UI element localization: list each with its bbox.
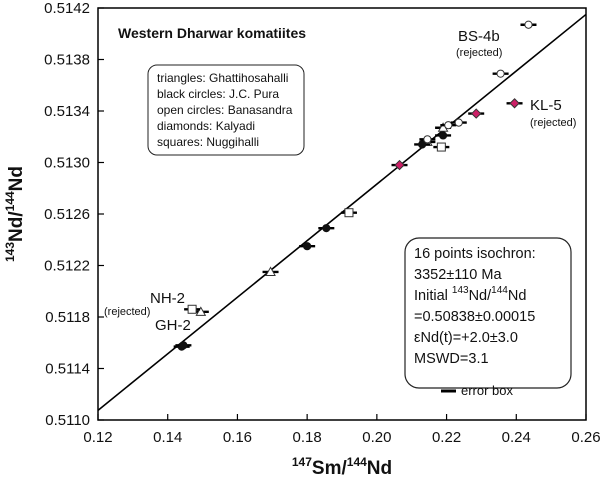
isochron-initial-label: Initial 143Nd/144Nd [414, 285, 526, 304]
annotation-note: (rejected) [456, 47, 502, 59]
annotation-label: NH-2 [150, 290, 185, 307]
y-tick-label: 0.5122 [44, 258, 90, 275]
point-square [436, 142, 446, 152]
y-axis-label: 143Nd/144Nd [3, 166, 27, 262]
legend-entry-open-circles: open circles: Banasandra [157, 103, 293, 117]
x-tick-label: 0.16 [223, 429, 252, 446]
x-tick-label: 0.20 [362, 429, 391, 446]
x-tick-label: 0.18 [293, 429, 322, 446]
annotation-gh-2: GH-2 [155, 317, 191, 334]
point-black-circle [322, 224, 331, 233]
point-open-circle [423, 135, 432, 144]
x-tick-label: 0.22 [432, 429, 461, 446]
legend-entry-triangles: triangles: Ghattihosahalli [157, 71, 288, 85]
y-tick-label: 0.5130 [44, 155, 90, 172]
y-tick-label: 0.5118 [45, 309, 90, 326]
annotation-bs-4b: BS-4b (rejected) [456, 28, 502, 59]
x-tick-label: 0.12 [83, 429, 112, 446]
point-square [344, 208, 354, 218]
isochron-result-box: 16 points isochron: 3352±110 Ma Initial … [404, 237, 572, 389]
y-tick-label: 0.5114 [45, 361, 90, 378]
point-triangle [265, 266, 276, 276]
error-box-key: error box [441, 383, 514, 398]
isochron-points: 16 points isochron: [414, 246, 536, 262]
annotation-kl-5: KL-5 (rejected) [530, 97, 576, 129]
legend-frame [147, 64, 305, 156]
legend: triangles: Ghattihosahalli black circles… [147, 64, 305, 156]
annotation-label: BS-4b [458, 28, 500, 45]
isochron-mswd: MSWD=3.1 [414, 351, 489, 367]
legend-entry-black-circles: black circles: J.C. Pura [157, 87, 279, 101]
x-axis-label: 147Sm/144Nd [292, 455, 392, 479]
x-tick-label: 0.26 [571, 429, 600, 446]
legend-entry-diamonds: diamonds: Kalyadi [157, 119, 255, 133]
tick-labels: 0.12 0.14 0.16 0.18 0.20 0.22 0.24 0.26 0.5110 0.… [44, 0, 600, 446]
point-diamond [509, 98, 520, 109]
y-tick-label: 0.5142 [44, 0, 90, 17]
annotation-label: KL-5 [530, 97, 562, 114]
point-open-circle [524, 20, 533, 29]
point-black-circle [438, 131, 448, 140]
isochron-age: 3352±110 Ma [414, 267, 502, 283]
point-black-circle [418, 140, 427, 149]
point-triangle [195, 306, 207, 316]
isochron-box-frame [404, 237, 572, 389]
point-black-circle [303, 242, 312, 251]
annotation-note: (rejected) [104, 306, 150, 318]
y-tick-label: 0.5138 [44, 52, 90, 69]
chart-title: Western Dharwar komatiites [118, 25, 306, 41]
y-tick-label: 0.5126 [44, 206, 90, 223]
isochron-initial-value: =0.50838±0.00015 [414, 309, 535, 325]
annotation-label: GH-2 [155, 317, 191, 334]
legend-entry-squares: squares: Nuggihalli [157, 135, 259, 149]
point-diamond [470, 108, 482, 119]
data-points [173, 20, 537, 351]
isochron-epsilon: εNd(t)=+2.0±3.0 [414, 330, 518, 346]
x-tick-label: 0.14 [153, 429, 182, 446]
plot-frame [97, 7, 587, 421]
point-diamond [394, 159, 405, 171]
y-tick-label: 0.5110 [45, 412, 90, 429]
x-tick-label: 0.24 [502, 429, 531, 446]
annotation-note: (rejected) [530, 117, 576, 129]
error-box-key-label: error box [461, 383, 514, 398]
point-black-circle [179, 341, 188, 350]
point-open-circle [496, 69, 505, 78]
y-tick-label: 0.5134 [44, 103, 90, 120]
annotation-nh-2: NH-2 (rejected) [104, 290, 185, 318]
point-open-circle [454, 118, 463, 127]
point-square [187, 304, 197, 314]
point-open-circle [444, 121, 453, 130]
